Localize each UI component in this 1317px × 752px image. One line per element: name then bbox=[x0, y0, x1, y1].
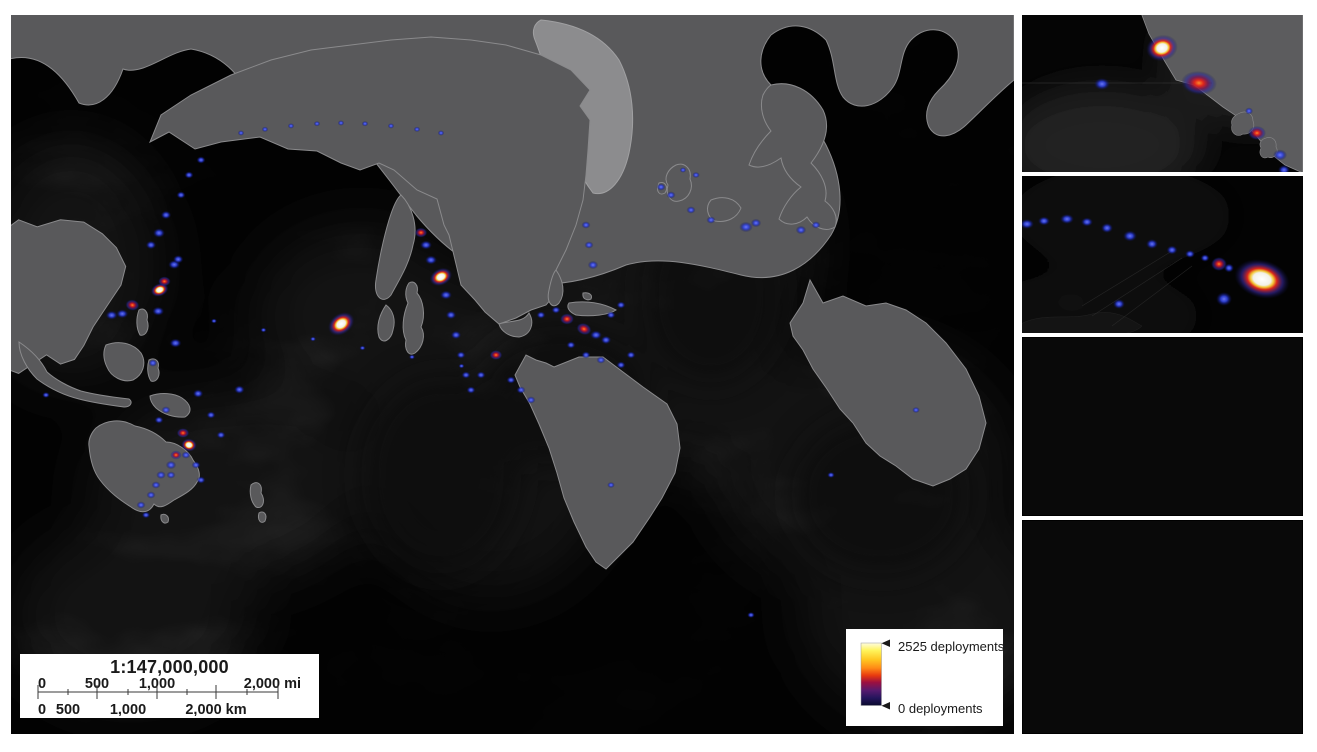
svg-text:2,000 mi: 2,000 mi bbox=[244, 676, 301, 692]
svg-text:2,000 km: 2,000 km bbox=[185, 702, 246, 716]
svg-text:500: 500 bbox=[56, 702, 80, 716]
svg-text:0: 0 bbox=[38, 676, 46, 692]
svg-text:1,000: 1,000 bbox=[110, 702, 146, 716]
svg-text:0: 0 bbox=[38, 702, 46, 716]
